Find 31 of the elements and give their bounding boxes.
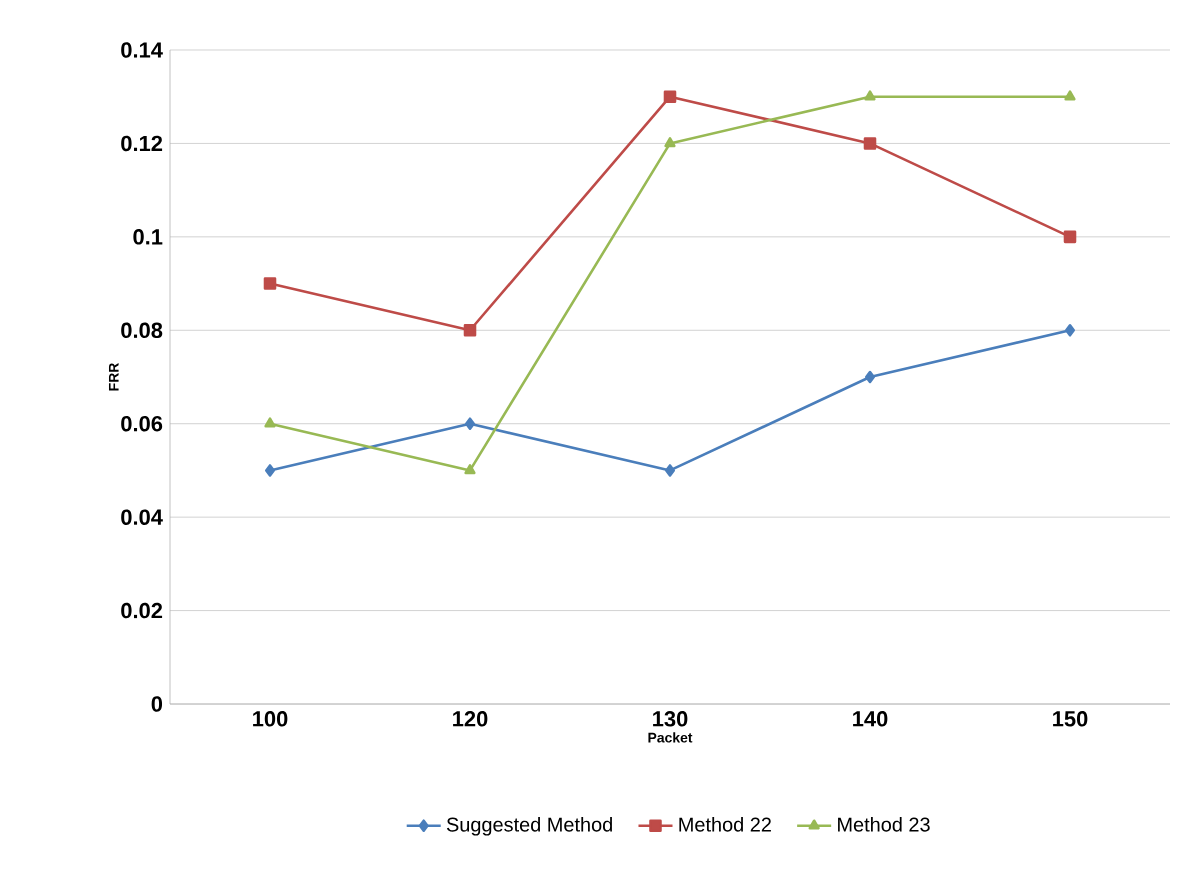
point (263, 277, 277, 290)
point (464, 417, 476, 430)
point (264, 417, 276, 428)
y-tick-label: 0.02 (121, 602, 163, 619)
legend-label: Method 22 (679, 817, 771, 832)
point (1064, 324, 1076, 337)
x-tick-label: 130 (653, 711, 688, 727)
point (264, 464, 276, 477)
y-tick-label: 0.08 (121, 322, 163, 339)
point (1064, 90, 1076, 101)
y-tick-label: 0.12 (121, 135, 163, 152)
point (864, 370, 876, 384)
point (1063, 230, 1077, 244)
y-tick-label: 0.14 (121, 42, 163, 58)
y-tick-label: 0.04 (121, 509, 163, 525)
x-tick-label: 120 (453, 711, 488, 727)
legend-label: Method 23 (838, 817, 930, 832)
y-tick-label: 0 (151, 696, 163, 712)
x-tick-label: 140 (853, 711, 888, 727)
point (864, 90, 876, 101)
x-tick-label: 150 (1053, 711, 1088, 727)
point (664, 137, 676, 148)
point (463, 324, 477, 337)
x-tick-label: 100 (253, 711, 288, 727)
point (863, 137, 877, 150)
point (664, 464, 676, 477)
legend-label: Suggested Method (446, 817, 612, 836)
y-tick-label: 0.06 (121, 415, 163, 432)
y-tick-label: 0.1 (133, 229, 163, 245)
point (464, 464, 476, 475)
point (663, 90, 677, 103)
